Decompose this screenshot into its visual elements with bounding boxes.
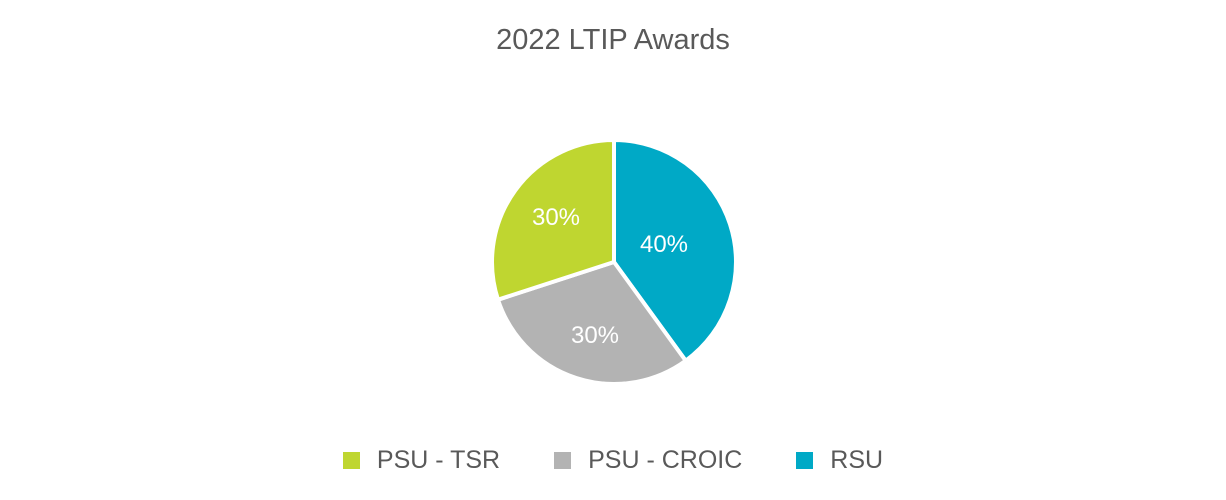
legend-label: RSU [830, 446, 884, 474]
legend-swatch-icon [554, 452, 572, 469]
chart-title: 2022 LTIP Awards [496, 24, 730, 56]
slice-label-psu-croic: 30% [571, 322, 619, 349]
pie-slice-psu-tsr [490, 138, 616, 302]
legend-item-psu-tsr: PSU - TSR [342, 446, 501, 475]
chart-legend: PSU - TSR PSU - CROIC RSU [0, 446, 1226, 475]
legend-item-psu-croic: PSU - CROIC [554, 446, 742, 475]
pie-slice-rsu [612, 138, 738, 363]
pie-slice-psu-croic [496, 260, 688, 386]
legend-label: PSU - TSR [376, 446, 501, 474]
legend-swatch-icon [796, 452, 814, 469]
slice-label-rsu: 40% [640, 231, 688, 258]
slice-label-psu-tsr: 30% [532, 204, 580, 231]
legend-item-rsu: RSU [796, 446, 883, 475]
legend-swatch-icon [342, 452, 360, 469]
legend-label: PSU - CROIC [588, 446, 743, 474]
